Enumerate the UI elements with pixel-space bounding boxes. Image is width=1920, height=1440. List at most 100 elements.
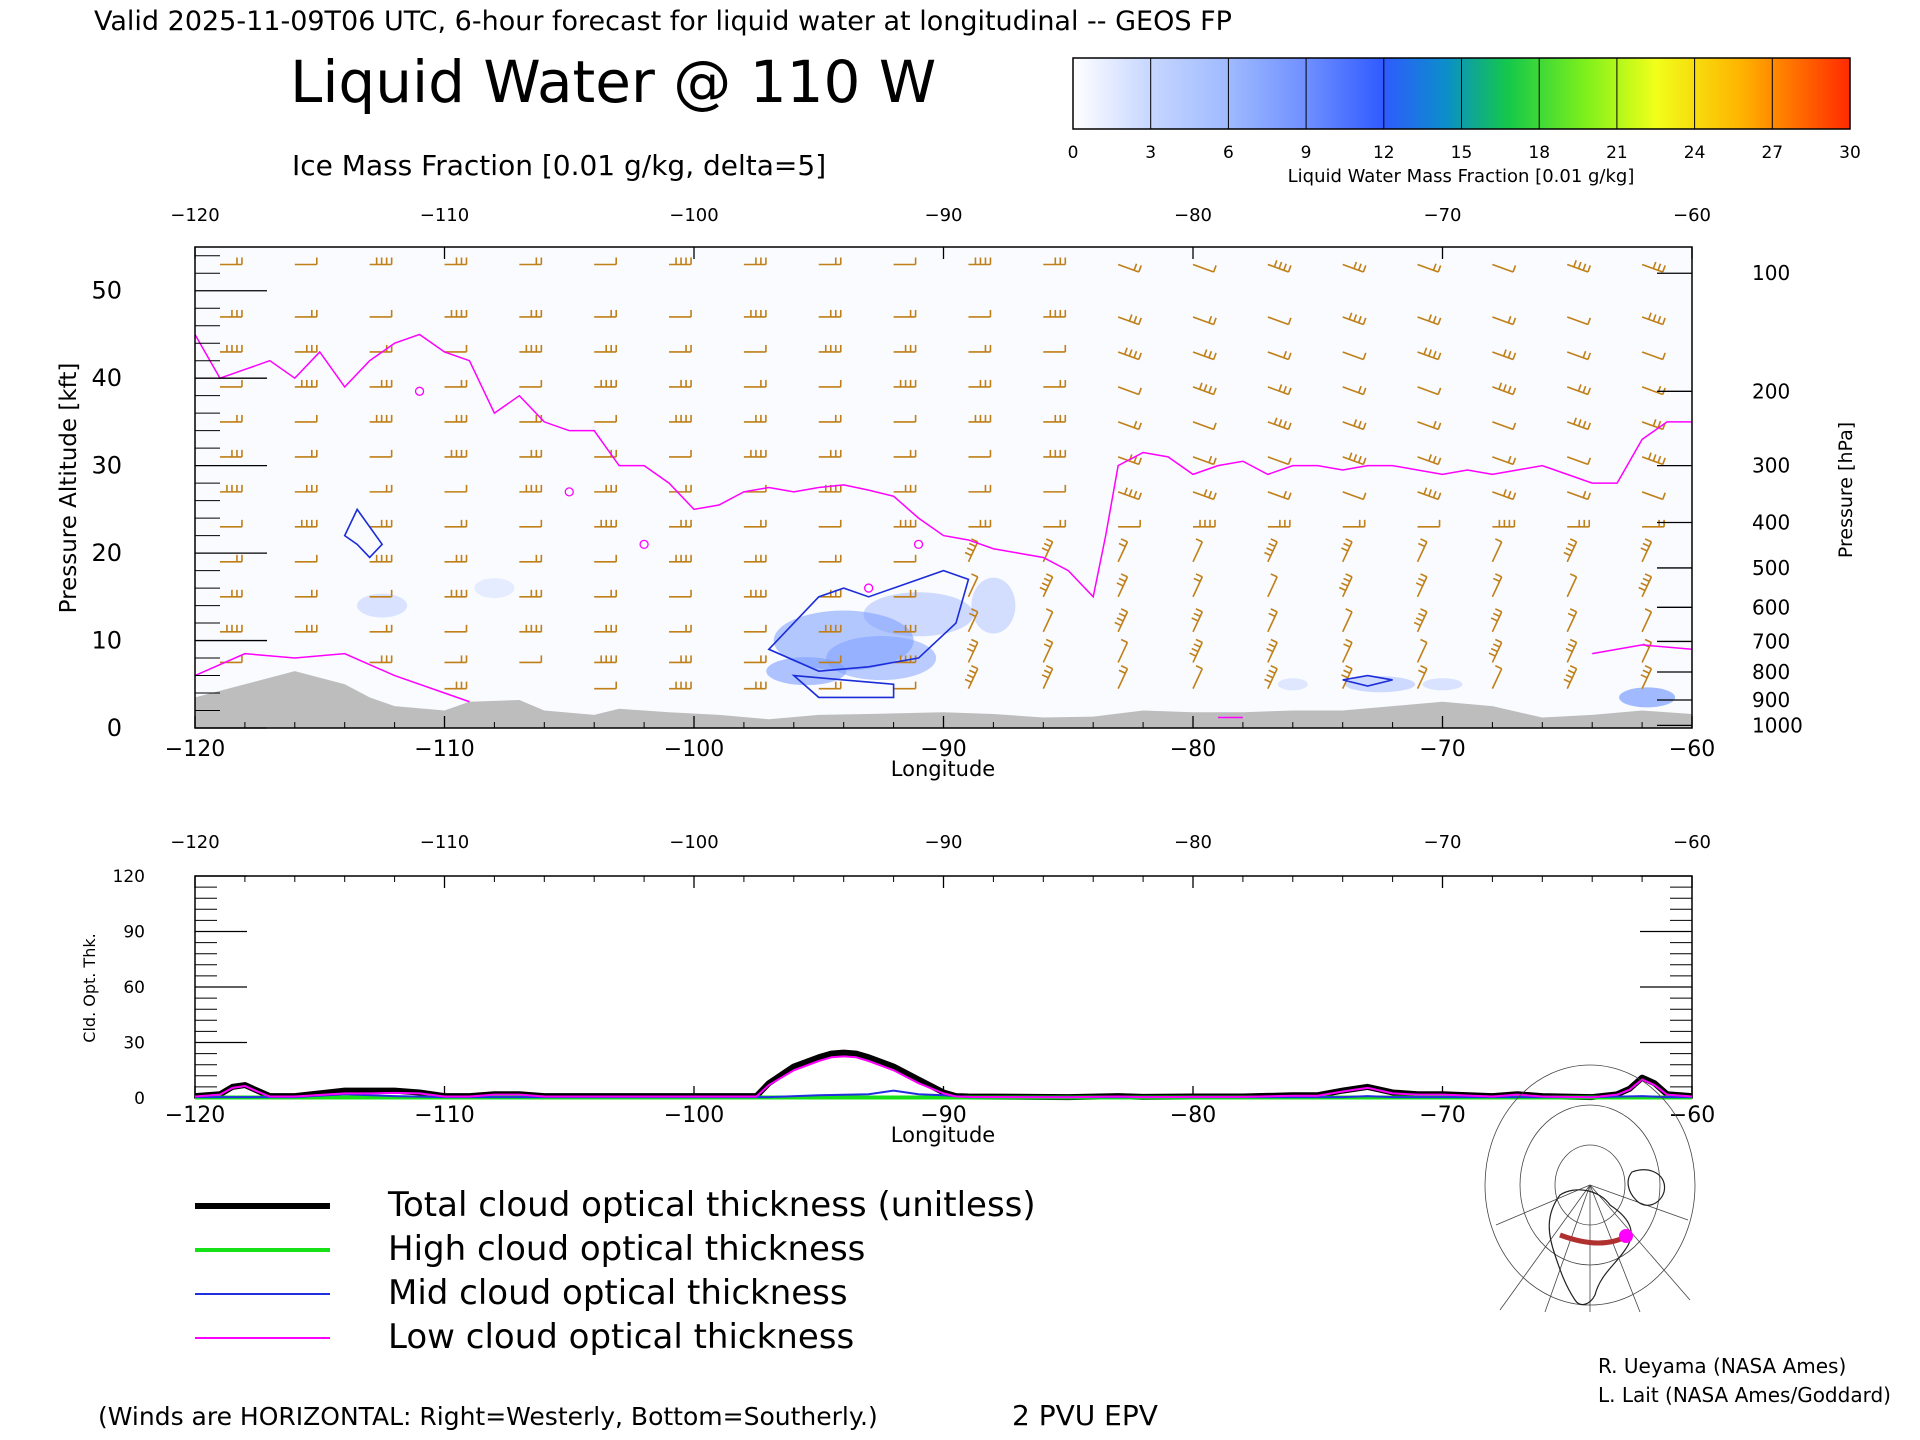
wind-barb-feather bbox=[1287, 265, 1292, 273]
wind-barb-feather bbox=[1432, 420, 1437, 428]
wind-barb bbox=[1041, 665, 1054, 689]
liquid-water-patch bbox=[1422, 678, 1463, 691]
wind-barb-feather bbox=[1341, 674, 1349, 679]
wind-barb-shaft bbox=[1192, 316, 1214, 326]
wind-barb-feather bbox=[1512, 422, 1517, 430]
ice-contour bbox=[1342, 674, 1393, 687]
wind-barb bbox=[1416, 638, 1428, 663]
credit-line-1: R. Ueyama (NASA Ames) bbox=[1598, 1354, 1846, 1378]
wind-barb-feather bbox=[1118, 577, 1126, 583]
wind-barb-feather bbox=[1353, 454, 1358, 462]
wind-barb-feather bbox=[1640, 674, 1648, 679]
colorbar-ticks: 0 3 6 9 12 15 18 21 24 27 30 bbox=[1068, 58, 1861, 163]
wind-barb-feather bbox=[971, 638, 979, 644]
wind-barb bbox=[669, 257, 692, 266]
bottom-plot-frame bbox=[194, 875, 1693, 1099]
wind-barb-feather bbox=[1348, 312, 1353, 320]
wind-barb-feather bbox=[1492, 612, 1500, 618]
pressure-tick-label: 100 bbox=[1752, 261, 1790, 285]
liquid-water-shading bbox=[357, 577, 1676, 708]
wind-barb bbox=[594, 681, 618, 690]
wind-barb-shaft bbox=[1117, 421, 1140, 431]
wind-barb bbox=[1193, 519, 1216, 528]
wind-barb bbox=[968, 484, 992, 493]
wind-barb bbox=[1264, 665, 1278, 689]
top-xlabel: Longitude bbox=[891, 757, 995, 781]
wind-barb-feather bbox=[1343, 577, 1351, 583]
top-xtick-label: −90 bbox=[920, 737, 966, 762]
wind-barb bbox=[1492, 519, 1516, 528]
wind-barb-feather bbox=[1353, 261, 1358, 269]
liquid-water-patch bbox=[863, 592, 974, 637]
wind-barb-feather bbox=[1495, 608, 1503, 613]
wind-barb bbox=[669, 484, 692, 493]
bottom-ylabel: Cld. Opt. Thk. bbox=[80, 933, 99, 1042]
wind-barb bbox=[893, 589, 917, 598]
wind-barb-shaft bbox=[1416, 642, 1428, 663]
wind-barb-feather bbox=[1345, 573, 1353, 578]
credit-line-2: L. Lait (NASA Ames/Goddard) bbox=[1598, 1383, 1891, 1407]
top-ytick-label: 20 bbox=[91, 539, 122, 567]
wind-barb-feather bbox=[1423, 347, 1428, 355]
top-ytick-label: 50 bbox=[91, 277, 122, 305]
wind-barb-feather bbox=[1512, 492, 1517, 500]
wind-barb bbox=[818, 379, 842, 388]
wind-barb-feather bbox=[1502, 489, 1507, 497]
wind-barb bbox=[1491, 538, 1503, 563]
pressure-tick-label: 900 bbox=[1752, 688, 1790, 712]
wind-barb-feather bbox=[1567, 542, 1575, 548]
wind-barb-shaft bbox=[1267, 576, 1278, 598]
wind-barb-feather bbox=[1587, 352, 1592, 360]
wind-barb-feather bbox=[1191, 647, 1199, 653]
wind-barb bbox=[1563, 538, 1578, 563]
wind-barb bbox=[968, 257, 992, 266]
top-ylabel: Pressure Altitude [kft] bbox=[56, 363, 82, 614]
wind-barb-feather bbox=[1432, 263, 1437, 271]
wind-barb-feather bbox=[1638, 586, 1646, 592]
wind-barb-feather bbox=[1287, 422, 1292, 430]
bottom-xtick-label: −70 bbox=[1419, 1103, 1465, 1128]
wind-barb-feather bbox=[1270, 608, 1278, 613]
wind-barb bbox=[964, 665, 979, 689]
wind-barb-feather bbox=[1569, 665, 1577, 670]
legend-label: High cloud optical thickness bbox=[388, 1229, 865, 1269]
wind-barb-feather bbox=[1270, 665, 1278, 670]
wind-barb bbox=[1267, 350, 1292, 361]
wind-barb-shaft bbox=[1117, 642, 1129, 663]
wind-barb bbox=[1192, 489, 1217, 501]
wind-barb-feather bbox=[1357, 420, 1362, 428]
wind-barb bbox=[519, 257, 543, 266]
wind-barb-shaft bbox=[1491, 611, 1503, 633]
cross-section-panel: −120 −120 −110 −110 −100 −100 −90 −90 −80 −80 −70 −… bbox=[56, 205, 1857, 781]
wind-barb-shaft bbox=[1566, 421, 1589, 431]
wind-barb bbox=[743, 379, 767, 388]
wind-barb-shaft bbox=[1566, 611, 1578, 633]
pressure-tick-label: 1000 bbox=[1752, 713, 1803, 737]
wind-barb-feather bbox=[1138, 457, 1142, 465]
liquid-water-patch bbox=[826, 636, 937, 681]
top-ytick-label: 0 bbox=[107, 714, 122, 742]
wind-barb-feather bbox=[1133, 350, 1138, 359]
wind-barb-feather bbox=[1502, 384, 1507, 392]
bottom-xtick-label: −90 bbox=[920, 1103, 966, 1128]
wind-barb-feather bbox=[1264, 551, 1272, 557]
wind-barb bbox=[1192, 349, 1217, 361]
wind-barb-feather bbox=[1415, 617, 1423, 622]
wind-barb-feather bbox=[1195, 538, 1203, 543]
wind-barb bbox=[444, 484, 468, 493]
wind-barb bbox=[1267, 519, 1291, 528]
wind-barb bbox=[1267, 384, 1292, 396]
wind-barb-shaft bbox=[1416, 611, 1428, 633]
wind-barb bbox=[669, 414, 692, 423]
wind-barb bbox=[1490, 608, 1503, 633]
wind-barb bbox=[594, 414, 618, 423]
wind-barb bbox=[967, 608, 979, 633]
wind-barb-shaft bbox=[1192, 351, 1214, 361]
wind-barb-feather bbox=[968, 643, 976, 648]
wind-barb bbox=[1267, 573, 1278, 598]
wind-barb-feather bbox=[1138, 265, 1142, 273]
ice-contours bbox=[343, 507, 1393, 699]
wind-barb bbox=[1039, 573, 1054, 598]
wind-barb-feather bbox=[1492, 643, 1500, 648]
